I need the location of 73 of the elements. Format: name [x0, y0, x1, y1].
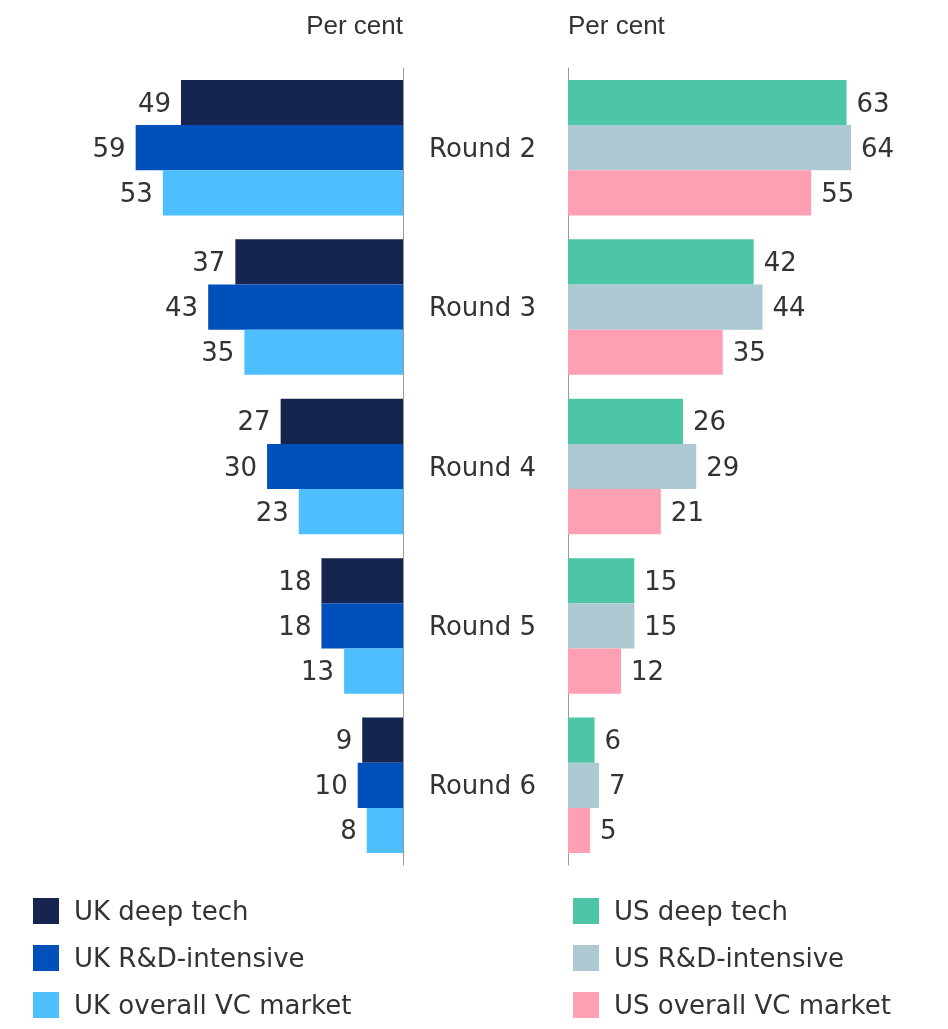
data-label: 13	[301, 656, 335, 687]
bar	[568, 648, 622, 694]
bar	[135, 125, 403, 171]
legend-label: UK deep tech	[74, 896, 249, 926]
data-label: 27	[237, 406, 271, 437]
y-tick-label: Round 6	[429, 770, 537, 801]
bar	[280, 398, 403, 444]
data-label: 18	[278, 565, 312, 596]
x-axis-title: Per cent	[568, 10, 666, 40]
bar	[568, 125, 851, 171]
data-label: 44	[772, 292, 806, 323]
bar	[568, 489, 661, 535]
y-tick-label: Round 4	[429, 451, 537, 482]
data-label: 10	[314, 770, 348, 801]
bar	[267, 443, 403, 490]
y-tick-label: Round 5	[429, 610, 537, 641]
bar	[568, 717, 595, 763]
bar	[366, 807, 403, 854]
y-tick-label: Round 3	[429, 292, 537, 323]
bar	[568, 398, 683, 444]
bar	[298, 489, 403, 535]
data-label: 42	[763, 246, 797, 277]
bar	[321, 558, 403, 604]
bar	[568, 762, 599, 808]
data-label: 43	[165, 292, 199, 323]
data-label: 64	[861, 132, 895, 163]
data-label: 21	[670, 496, 704, 527]
bar	[357, 762, 403, 808]
data-label: 12	[631, 656, 665, 687]
data-label: 49	[137, 87, 171, 118]
y-tick-label: Round 2	[429, 132, 537, 163]
data-label: 26	[692, 406, 727, 437]
data-label: 15	[644, 610, 678, 641]
bar	[568, 239, 754, 285]
bar	[180, 79, 403, 126]
data-label: 29	[706, 451, 740, 482]
data-label: 35	[732, 337, 766, 368]
legend-label: US R&D-intensive	[614, 943, 845, 973]
data-label: 8	[340, 815, 357, 846]
bar	[568, 284, 763, 330]
data-label: 35	[201, 337, 235, 368]
legend-label: UK overall VC market	[74, 990, 352, 1020]
bar	[162, 170, 403, 216]
data-label: 23	[255, 496, 289, 527]
data-label: 15	[644, 565, 678, 596]
bar	[568, 329, 723, 375]
bar	[568, 170, 812, 216]
legend-label: US deep tech	[614, 896, 789, 926]
bar	[568, 807, 591, 854]
bar	[362, 717, 403, 763]
data-label: 7	[608, 770, 626, 801]
bar	[568, 79, 847, 126]
bar	[244, 329, 403, 375]
bar	[208, 284, 403, 330]
data-label: 5	[600, 815, 617, 846]
data-label: 30	[223, 451, 258, 482]
data-label: 59	[92, 132, 126, 163]
legend-label: UK R&D-intensive	[74, 943, 305, 973]
data-label: 55	[821, 177, 855, 208]
data-label: 18	[278, 610, 312, 641]
data-label: 6	[604, 725, 622, 756]
bar	[568, 558, 635, 604]
data-label: 63	[856, 87, 890, 118]
data-label: 53	[119, 177, 153, 208]
data-label: 37	[192, 246, 226, 277]
bar	[321, 603, 403, 649]
legend-label: US overall VC market	[614, 990, 891, 1020]
bar	[568, 603, 635, 649]
bar	[568, 443, 697, 490]
data-label: 9	[335, 725, 353, 756]
bar	[344, 648, 403, 694]
bar	[235, 239, 403, 285]
x-axis-title: Per cent	[306, 10, 404, 40]
